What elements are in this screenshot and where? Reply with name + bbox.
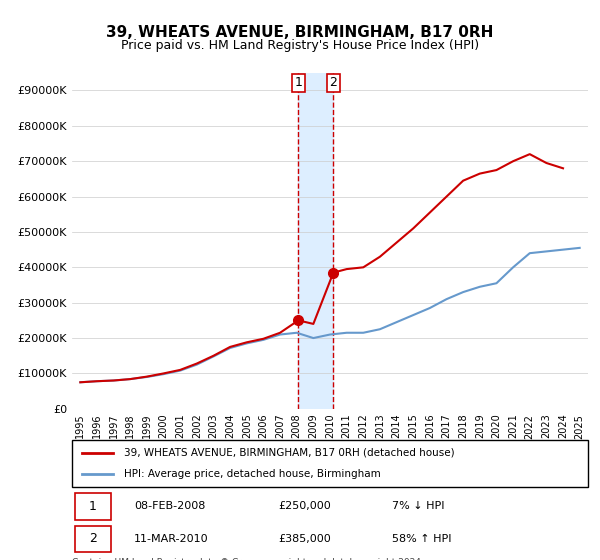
Text: 7% ↓ HPI: 7% ↓ HPI xyxy=(392,501,445,511)
Text: 2: 2 xyxy=(89,532,97,545)
FancyBboxPatch shape xyxy=(74,493,111,520)
Text: £250,000: £250,000 xyxy=(278,501,331,511)
Text: 2: 2 xyxy=(329,76,337,90)
Bar xyxy=(298,73,334,409)
FancyBboxPatch shape xyxy=(72,440,588,487)
Text: 58% ↑ HPI: 58% ↑ HPI xyxy=(392,534,451,544)
FancyBboxPatch shape xyxy=(74,526,111,552)
Text: 08-FEB-2008: 08-FEB-2008 xyxy=(134,501,205,511)
Text: Contains HM Land Registry data © Crown copyright and database right 2024.
This d: Contains HM Land Registry data © Crown c… xyxy=(72,558,424,560)
Text: 11-MAR-2010: 11-MAR-2010 xyxy=(134,534,209,544)
Text: £385,000: £385,000 xyxy=(278,534,331,544)
Text: 1: 1 xyxy=(89,500,97,513)
Text: 1: 1 xyxy=(295,76,302,90)
Text: 39, WHEATS AVENUE, BIRMINGHAM, B17 0RH: 39, WHEATS AVENUE, BIRMINGHAM, B17 0RH xyxy=(106,25,494,40)
Text: 39, WHEATS AVENUE, BIRMINGHAM, B17 0RH (detached house): 39, WHEATS AVENUE, BIRMINGHAM, B17 0RH (… xyxy=(124,448,454,458)
Text: Price paid vs. HM Land Registry's House Price Index (HPI): Price paid vs. HM Land Registry's House … xyxy=(121,39,479,52)
Text: HPI: Average price, detached house, Birmingham: HPI: Average price, detached house, Birm… xyxy=(124,469,380,479)
